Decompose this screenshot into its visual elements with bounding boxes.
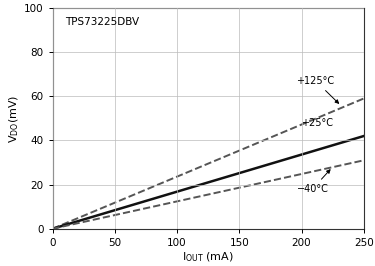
Text: TPS73225DBV: TPS73225DBV: [65, 17, 139, 27]
Text: −40°C: −40°C: [297, 170, 330, 194]
X-axis label: I$_\mathrm{OUT}$ (mA): I$_\mathrm{OUT}$ (mA): [182, 251, 234, 264]
Text: +25°C: +25°C: [302, 118, 333, 128]
Text: +125°C: +125°C: [297, 76, 339, 103]
Y-axis label: V$_\mathrm{DO}$(mV): V$_\mathrm{DO}$(mV): [8, 94, 21, 143]
